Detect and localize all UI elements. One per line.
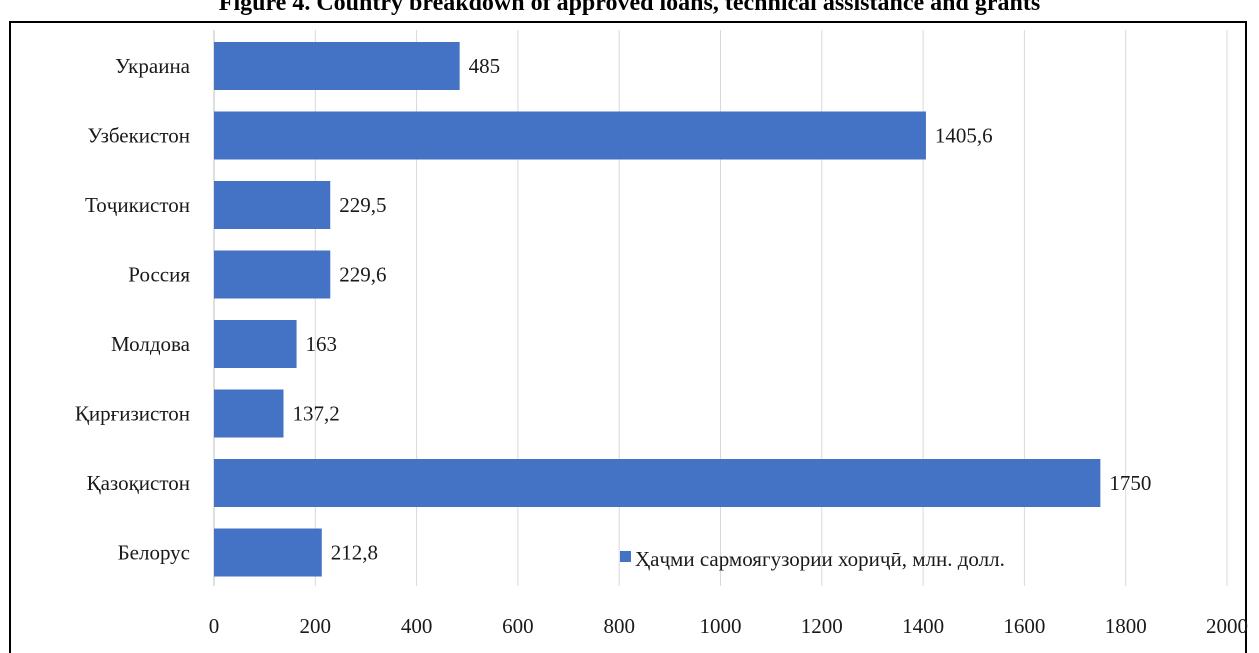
legend-label: Ҳаҷми сармоягузории хориҷӣ, млн. долл. xyxy=(635,547,1005,571)
category-label: Узбекистон xyxy=(88,124,190,148)
x-tick-label: 1000 xyxy=(700,614,742,638)
bar xyxy=(214,320,297,368)
category-label: Қирғизистон xyxy=(75,402,190,426)
bar xyxy=(214,181,331,229)
category-label: Қазоқистон xyxy=(87,471,190,495)
bar xyxy=(214,459,1101,507)
bar xyxy=(214,111,926,160)
category-label: Белорус xyxy=(118,541,190,565)
value-label: 137,2 xyxy=(292,402,339,426)
legend-swatch xyxy=(620,551,631,562)
x-tick-label: 1200 xyxy=(801,614,843,638)
bars xyxy=(214,42,1101,577)
figure-title: Figure 4. Country breakdown of approved … xyxy=(218,0,1041,16)
x-tick-label: 800 xyxy=(603,614,635,638)
category-label: Украина xyxy=(115,54,191,78)
x-tick-label: 400 xyxy=(401,614,433,638)
x-tick-label: 2000 xyxy=(1206,614,1248,638)
x-tick-label: 1400 xyxy=(902,614,944,638)
x-tick-label: 600 xyxy=(502,614,534,638)
value-label: 229,6 xyxy=(339,263,386,287)
x-tick-label: 0 xyxy=(209,614,220,638)
bar xyxy=(214,42,460,90)
value-label: 485 xyxy=(469,54,501,78)
value-label: 1750 xyxy=(1109,471,1151,495)
category-label: Молдова xyxy=(111,332,191,356)
x-tick-label: 1800 xyxy=(1105,614,1147,638)
x-tick-label: 1600 xyxy=(1003,614,1045,638)
bar xyxy=(214,389,284,438)
value-label: 163 xyxy=(306,332,338,356)
category-labels: Украина Узбекистон Тоҷикистон Россия Молдова… xyxy=(75,54,191,565)
bar xyxy=(214,528,322,577)
legend: Ҳаҷми сармоягузории хориҷӣ, млн. долл. xyxy=(620,547,1005,571)
category-label: Россия xyxy=(128,263,190,287)
bar xyxy=(214,250,331,299)
value-label: 1405,6 xyxy=(935,124,993,148)
value-labels: 485 1405,6 229,5 229,6 163 137,2 1750 212,8 xyxy=(292,54,1151,565)
x-tick-label: 200 xyxy=(300,614,332,638)
x-tick-labels: 0 200 400 600 800 1000 1200 1400 1600 1800 2000 xyxy=(209,614,1248,638)
value-label: 229,5 xyxy=(339,193,386,217)
value-label: 212,8 xyxy=(331,541,378,565)
category-label: Тоҷикистон xyxy=(85,193,190,217)
